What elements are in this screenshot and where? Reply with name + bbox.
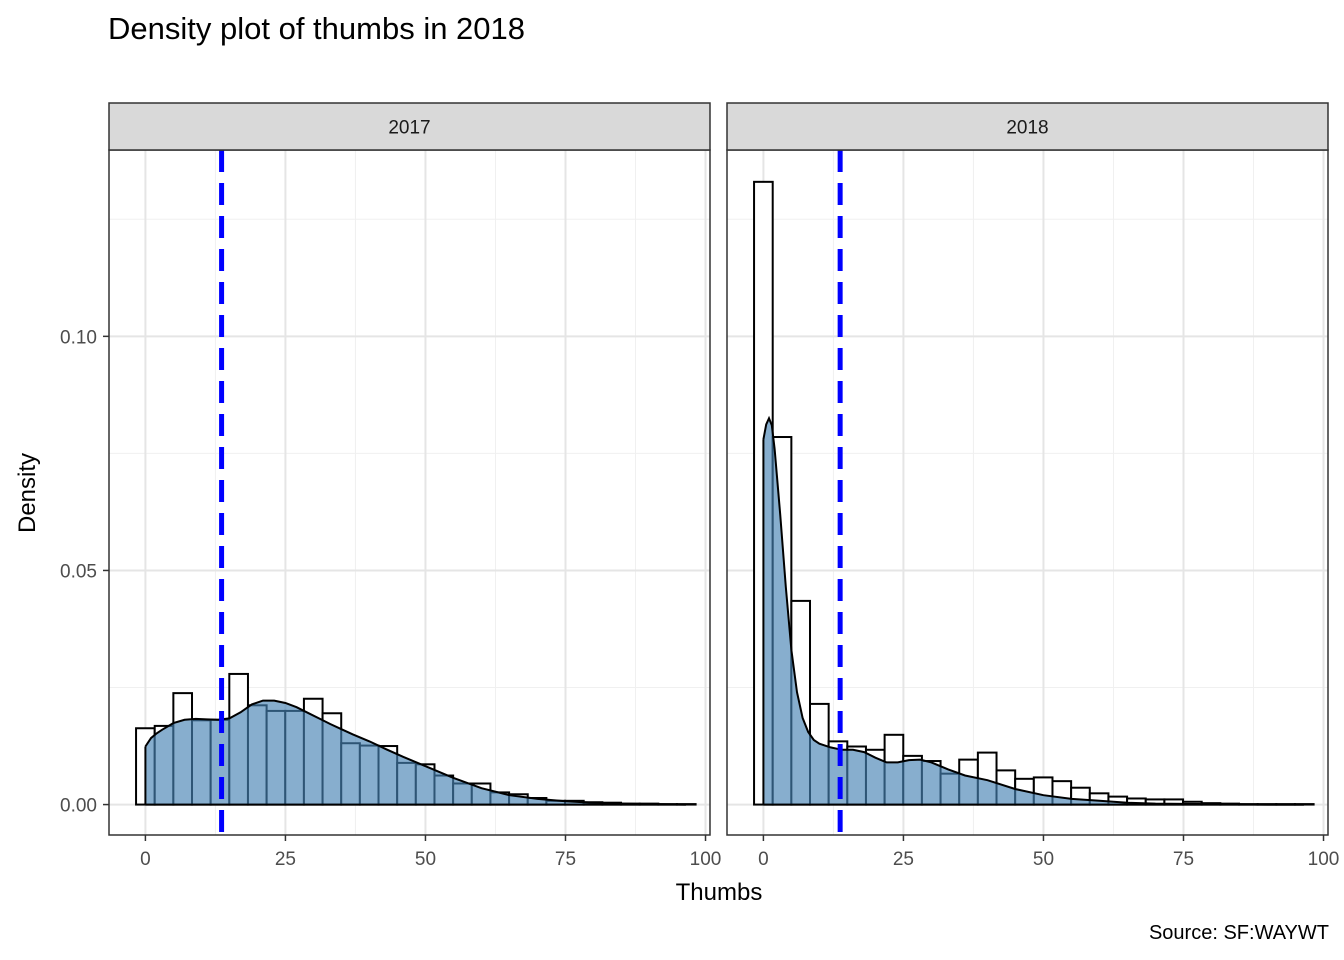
- y-axis-title: Density: [14, 453, 41, 533]
- x-tick-label: 100: [690, 849, 722, 870]
- facet-panel-2017: 2017 0 25 50 75 100 0.00 0.05 0.10: [60, 102, 721, 870]
- density-curve: [762, 415, 1304, 806]
- x-tick-label: 100: [1308, 849, 1340, 870]
- x-tick-label: 0: [140, 849, 151, 870]
- x-tick-label: 50: [415, 849, 436, 870]
- facet-panels: 2017 0 25 50 75 100 0.00 0.05 0.10 2018 0 25 50 75 100: [60, 102, 1339, 870]
- facet-panel-2018: 2018 0 25 50 75 100: [726, 102, 1339, 870]
- x-axis: 0 25 50 75 100: [758, 835, 1339, 870]
- density-curve: [144, 699, 686, 806]
- x-tick-label: 25: [275, 849, 296, 870]
- y-tick-label: 0.10: [60, 327, 97, 348]
- chart-caption: Source: SF:WAYWT: [1149, 922, 1329, 944]
- y-tick-label: 0.00: [60, 796, 97, 817]
- x-tick-label: 75: [1173, 849, 1194, 870]
- y-axis: 0.00 0.05 0.10: [60, 327, 109, 817]
- x-axis: 0 25 50 75 100: [140, 835, 721, 870]
- facet-strip-label: 2018: [1006, 118, 1048, 139]
- x-axis-title: Thumbs: [676, 879, 763, 906]
- density-area: [763, 418, 1304, 805]
- chart-title: Density plot of thumbs in 2018: [108, 11, 525, 46]
- facet-strip: [726, 102, 1329, 151]
- y-tick-label: 0.05: [60, 561, 97, 582]
- x-tick-label: 50: [1033, 849, 1054, 870]
- x-tick-label: 25: [893, 849, 914, 870]
- density-area: [145, 700, 686, 805]
- facet-strip-label: 2017: [388, 118, 430, 139]
- x-tick-label: 0: [758, 849, 769, 870]
- facet-strip: [108, 102, 711, 151]
- x-tick-label: 75: [555, 849, 576, 870]
